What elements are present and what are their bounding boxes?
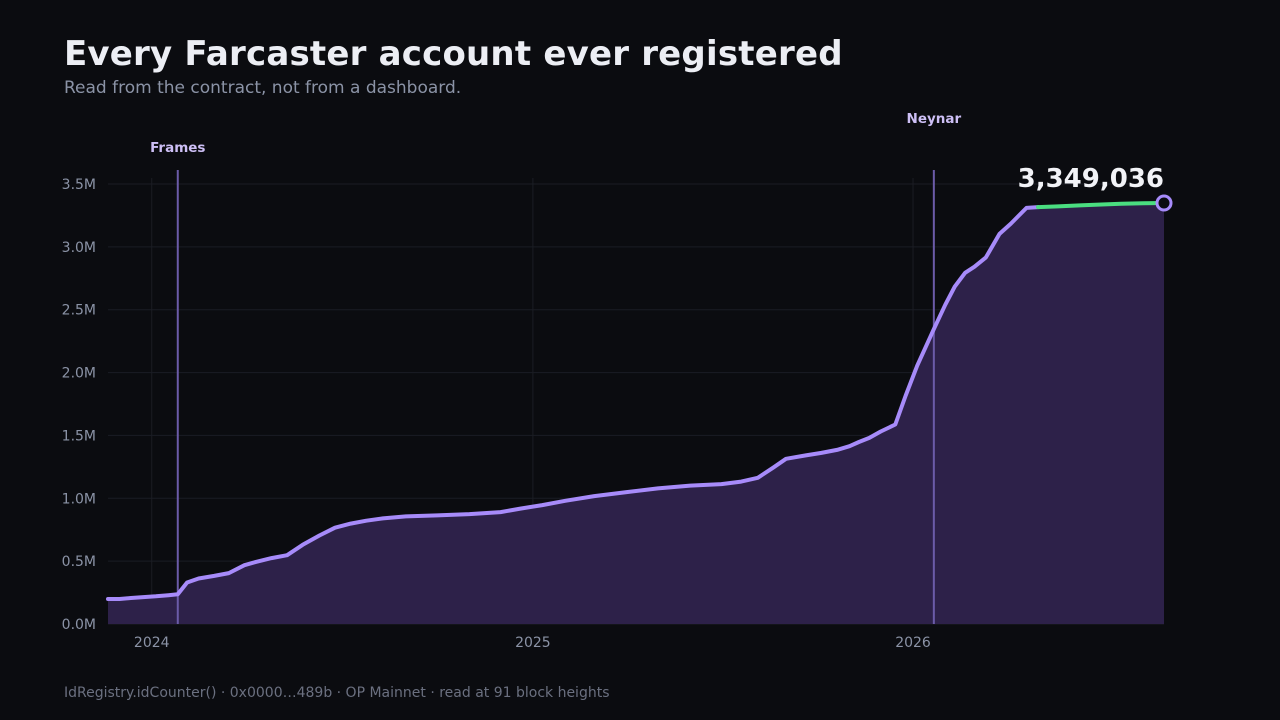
event-label-frames: Frames — [150, 140, 205, 156]
chart-title: Every Farcaster account ever registered — [64, 34, 843, 74]
y-tick-label: 1.5M — [62, 428, 96, 444]
recent-series-line — [1036, 201, 1166, 210]
y-tick-label: 3.5M — [62, 177, 96, 193]
source-footer: IdRegistry.idCounter() · 0x0000…489b · O… — [64, 685, 610, 701]
latest-point — [1155, 194, 1173, 212]
x-tick-label: 2026 — [895, 635, 931, 651]
area-layer — [108, 203, 1164, 624]
y-tick-label: 0.5M — [62, 554, 96, 570]
area-fill — [108, 203, 1164, 624]
chart-subtitle: Read from the contract, not from a dashb… — [64, 78, 462, 98]
axis-labels: 0.0M 0.5M 1.0M 1.5M 2.0M 2.5M 3.0M 3.5M 2024 2025… — [62, 177, 931, 651]
event-markers: Frames Neynar — [150, 111, 962, 624]
line-layer — [106, 201, 1166, 601]
y-tick-label: 1.0M — [62, 491, 96, 507]
series-line — [106, 205, 1040, 601]
event-label-neynar: Neynar — [907, 111, 962, 127]
y-tick-label: 3.0M — [62, 240, 96, 256]
y-tick-label: 2.5M — [62, 303, 96, 319]
x-tick-label: 2024 — [134, 635, 170, 651]
latest-value: 3,349,036 — [1018, 164, 1173, 212]
x-tick-label: 2025 — [515, 635, 551, 651]
y-tick-label: 0.0M — [62, 617, 96, 633]
latest-value-label: 3,349,036 — [1018, 164, 1164, 194]
y-tick-label: 2.0M — [62, 366, 96, 382]
